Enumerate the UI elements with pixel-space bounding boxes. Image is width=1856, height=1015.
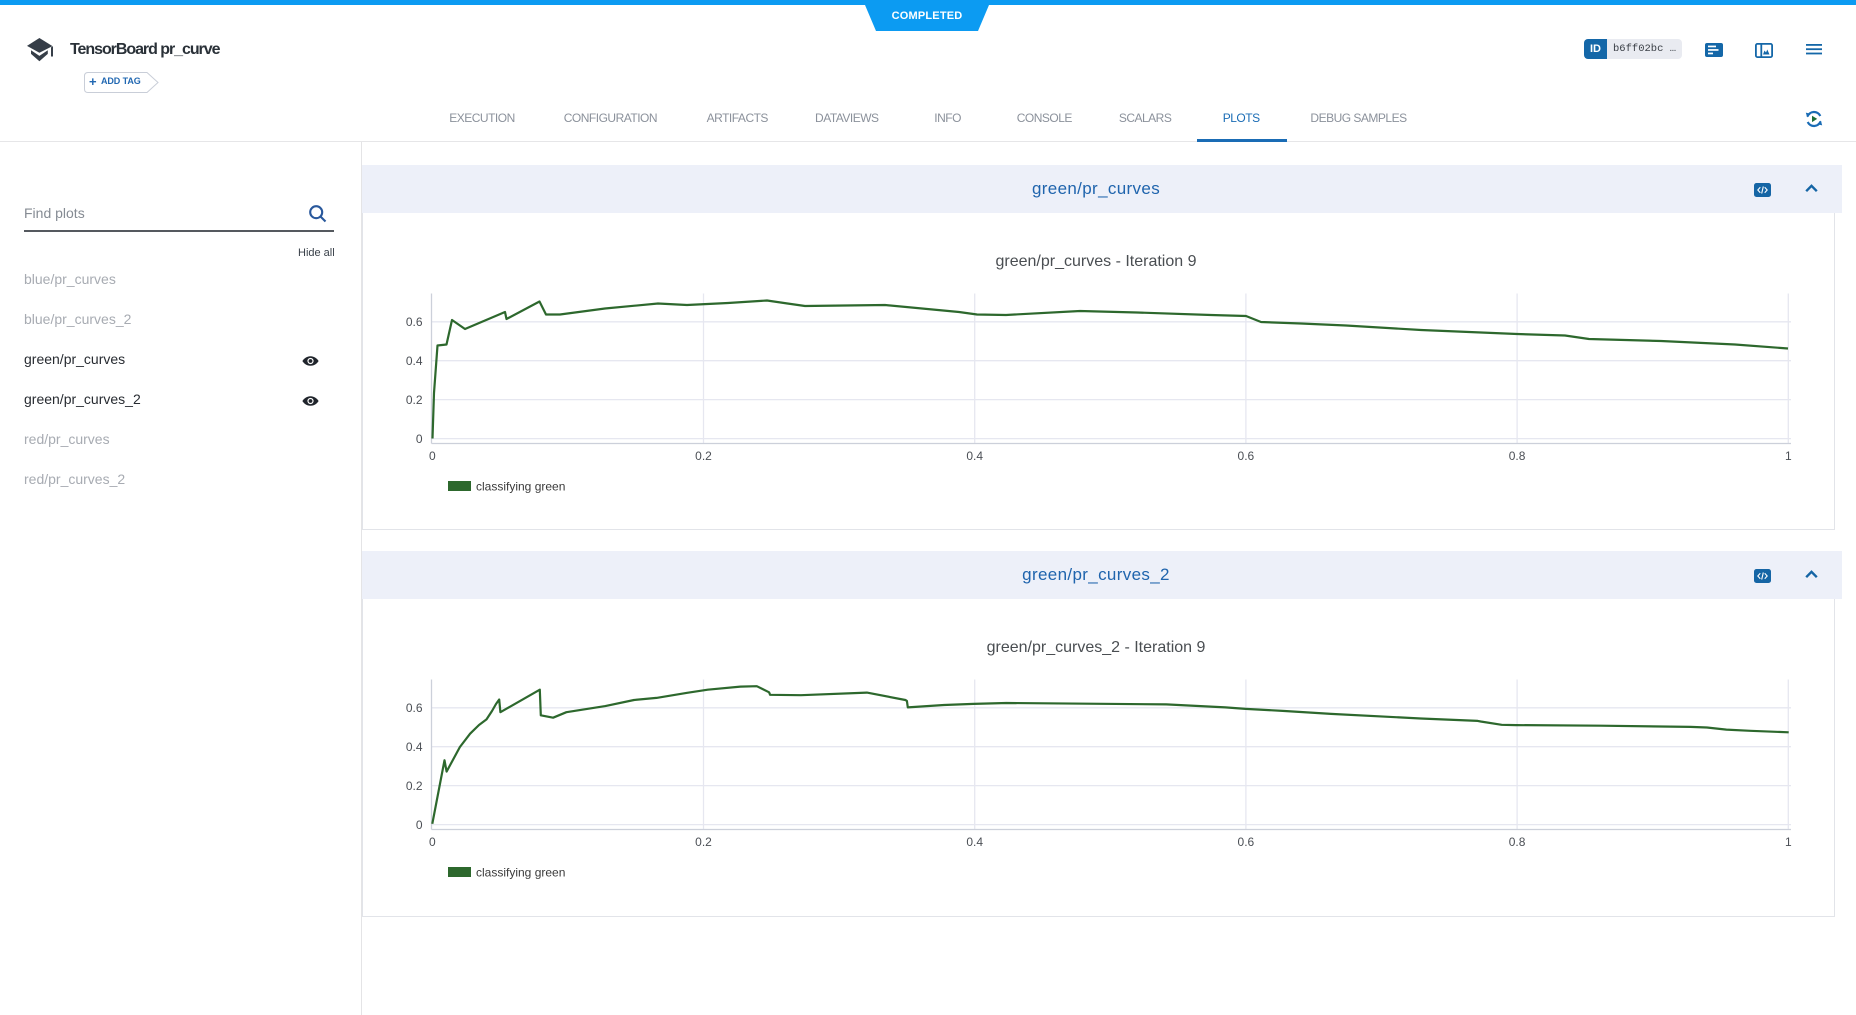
svg-text:0.4: 0.4 (966, 449, 983, 463)
svg-text:0: 0 (416, 432, 423, 446)
svg-text:0.2: 0.2 (695, 835, 712, 849)
svg-text:0.2: 0.2 (406, 393, 423, 407)
svg-text:0.8: 0.8 (1509, 835, 1526, 849)
svg-text:1: 1 (1785, 449, 1792, 463)
svg-text:0: 0 (429, 835, 436, 849)
svg-text:0.4: 0.4 (406, 354, 423, 368)
svg-text:0.6: 0.6 (1238, 449, 1255, 463)
svg-text:0: 0 (416, 818, 423, 832)
svg-text:0.6: 0.6 (406, 315, 423, 329)
svg-text:0.2: 0.2 (406, 779, 423, 793)
svg-text:classifying green: classifying green (476, 480, 565, 494)
svg-text:classifying green: classifying green (476, 866, 565, 880)
svg-text:1: 1 (1785, 835, 1792, 849)
svg-text:0.8: 0.8 (1509, 449, 1526, 463)
svg-text:0.4: 0.4 (406, 740, 423, 754)
svg-text:0.2: 0.2 (695, 449, 712, 463)
svg-text:0.6: 0.6 (406, 701, 423, 715)
svg-text:green/pr_curves - Iteration 9: green/pr_curves - Iteration 9 (996, 253, 1197, 270)
svg-text:green/pr_curves_2 - Iteration: green/pr_curves_2 - Iteration 9 (987, 639, 1206, 656)
svg-text:0.4: 0.4 (966, 835, 983, 849)
svg-text:0.6: 0.6 (1238, 835, 1255, 849)
svg-text:0: 0 (429, 449, 436, 463)
